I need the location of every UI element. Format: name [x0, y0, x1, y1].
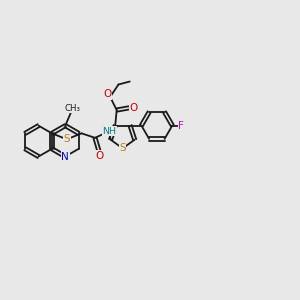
Text: F: F [178, 121, 184, 130]
Text: O: O [103, 89, 111, 99]
Text: N: N [61, 152, 69, 161]
Text: CH₃: CH₃ [64, 103, 80, 112]
Text: O: O [130, 103, 138, 113]
Text: NH: NH [102, 127, 116, 136]
Text: S: S [119, 143, 126, 153]
Text: O: O [95, 151, 104, 160]
Text: S: S [64, 134, 70, 144]
